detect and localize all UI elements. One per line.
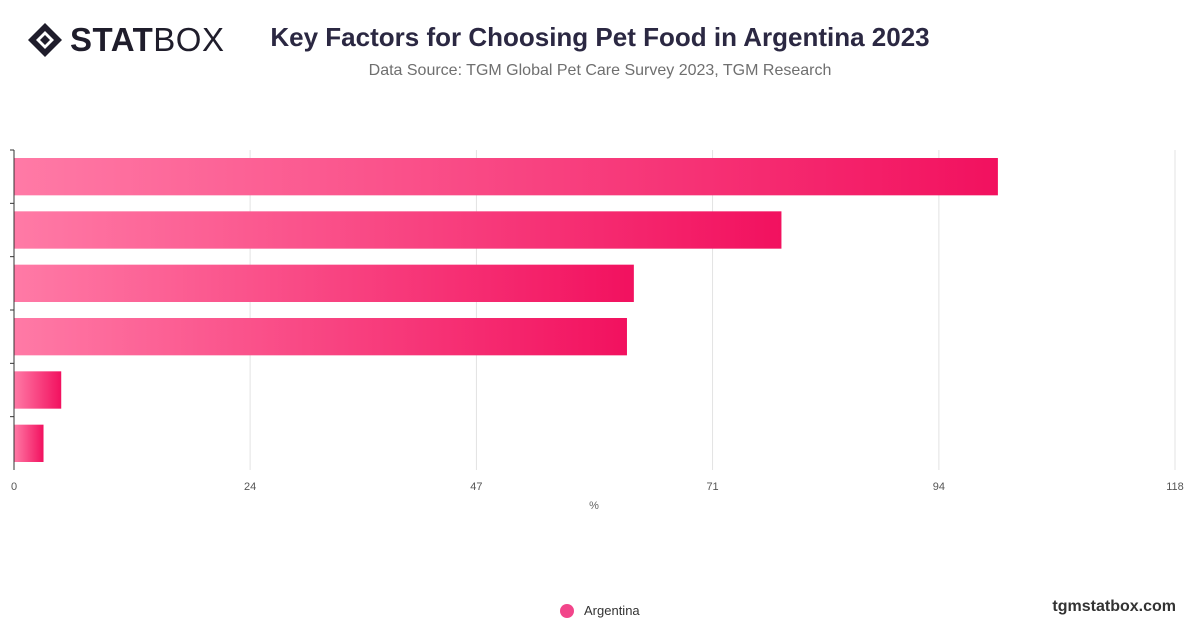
logo-text: STATBOX xyxy=(70,21,224,59)
legend[interactable]: Argentina xyxy=(560,603,640,618)
bar[interactable] xyxy=(14,211,782,249)
bar[interactable] xyxy=(14,158,998,196)
bar[interactable] xyxy=(14,264,634,302)
bar[interactable] xyxy=(14,318,627,356)
x-tick-label: 24 xyxy=(244,481,256,493)
statbox-logo: STATBOX xyxy=(26,20,224,60)
bar-chart: 0 24 47 71 94 118 % xyxy=(10,149,1184,512)
footer-brand: tgmstatbox.com xyxy=(1052,598,1176,615)
logo-text-bold: STAT xyxy=(70,21,154,58)
x-tick-label: 118 xyxy=(1166,481,1184,493)
bar[interactable] xyxy=(14,371,62,409)
chart-title: Key Factors for Choosing Pet Food in Arg… xyxy=(270,22,930,52)
x-tick-label: 0 xyxy=(11,481,17,493)
statbox-diamond-icon xyxy=(28,23,62,57)
x-axis-label: % xyxy=(589,500,599,512)
x-tick-label: 47 xyxy=(470,481,482,493)
legend-label: Argentina xyxy=(584,603,640,618)
x-tick-label: 71 xyxy=(706,481,718,493)
legend-marker xyxy=(560,603,574,618)
x-tick-label: 94 xyxy=(933,481,945,493)
chart-subtitle: Data Source: TGM Global Pet Care Survey … xyxy=(368,62,832,79)
logo-text-light: BOX xyxy=(153,21,225,58)
bar[interactable] xyxy=(14,424,44,462)
